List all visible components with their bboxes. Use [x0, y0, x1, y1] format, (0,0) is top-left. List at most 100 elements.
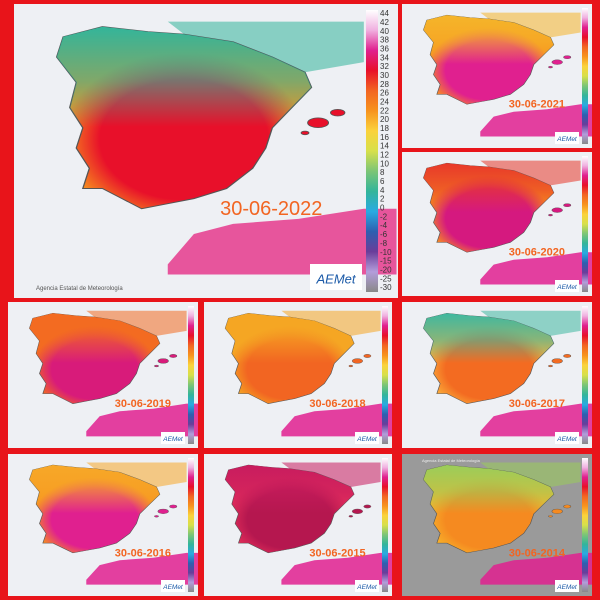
peninsula-north — [29, 313, 160, 404]
logo: AEMet — [356, 584, 378, 591]
map-panel: AEMet 30-06-2015 — [204, 454, 392, 596]
logo-box — [355, 580, 379, 592]
peninsula-north — [225, 464, 355, 553]
color-scale — [582, 156, 588, 292]
logo-box — [555, 580, 579, 592]
peninsula-north — [29, 464, 160, 553]
scale-label: 8 — [380, 168, 385, 177]
scale-label: 2 — [380, 195, 385, 204]
island — [548, 515, 553, 518]
scale-label: 12 — [380, 151, 389, 160]
peninsula-north — [225, 313, 355, 404]
scale-label: -2 — [380, 212, 388, 221]
island — [330, 108, 346, 117]
island — [563, 504, 572, 509]
island — [548, 214, 553, 217]
island — [157, 508, 169, 514]
africa — [167, 208, 397, 275]
island — [551, 358, 563, 364]
scale-label: -10 — [380, 248, 392, 257]
logo-box — [555, 432, 579, 444]
map-panel: AEMet 30-06-2020 — [402, 152, 592, 296]
scale-label: -20 — [380, 265, 392, 274]
color-scale — [188, 306, 194, 444]
island — [307, 117, 330, 129]
france — [281, 310, 381, 336]
color-scale — [382, 306, 388, 444]
scale-label: 40 — [380, 27, 389, 36]
scale-label: 16 — [380, 133, 389, 142]
france — [167, 21, 364, 73]
france — [86, 462, 187, 487]
map: AEMet 30-06-2020 — [402, 152, 592, 296]
map: AEMet 30-06-2019 — [8, 302, 198, 448]
map-area — [224, 462, 392, 585]
map-panel: AEMet 30-06-2019 — [8, 302, 198, 448]
map: Agencia Estatal de Meteorología AEMet 30-0… — [402, 454, 592, 596]
island — [154, 364, 159, 368]
scale-label: 32 — [380, 62, 389, 71]
peninsula-north — [423, 15, 554, 105]
peninsula-north — [423, 313, 554, 404]
island — [169, 354, 178, 358]
color-scale — [188, 458, 194, 592]
island — [348, 364, 354, 368]
island — [363, 354, 372, 358]
scale-label: 6 — [380, 177, 385, 186]
color-scale — [582, 8, 588, 144]
map: 4442403836343230282624222018161412108642… — [14, 4, 398, 298]
scale-label: 10 — [380, 159, 389, 168]
france — [480, 160, 581, 186]
france — [281, 462, 381, 487]
france — [480, 12, 581, 38]
date-label: 30-06-2021 — [509, 99, 565, 111]
logo: AEMet — [162, 436, 184, 443]
map-area — [423, 310, 592, 437]
color-scale — [366, 10, 378, 292]
date-label: 30-06-2018 — [309, 398, 365, 410]
scale-label: 38 — [380, 36, 389, 45]
island — [563, 55, 572, 60]
logo: AEMet — [556, 436, 578, 443]
scale-label: 20 — [380, 115, 389, 124]
scale-label: -8 — [380, 239, 388, 248]
date-label: 30-06-2017 — [509, 398, 565, 410]
map: AEMet 30-06-2017 — [402, 302, 592, 448]
logo: AEMet — [556, 136, 578, 143]
color-scale — [582, 306, 588, 444]
scale-label: -15 — [380, 257, 392, 266]
map-panel: AEMet 30-06-2021 — [402, 4, 592, 148]
scale-label: 18 — [380, 124, 389, 133]
island — [157, 358, 169, 364]
island — [363, 504, 372, 509]
scale-label: 26 — [380, 89, 389, 98]
island — [551, 207, 563, 213]
color-scale — [382, 458, 388, 592]
scale-label: 42 — [380, 18, 389, 27]
date-label: 30-06-2016 — [115, 547, 171, 559]
logo-box — [161, 580, 185, 592]
map-area — [423, 462, 592, 585]
logo-box — [355, 432, 379, 444]
africa — [281, 403, 392, 437]
france — [480, 462, 581, 487]
map-area — [423, 12, 592, 137]
island — [551, 508, 563, 514]
logo: AEMet — [556, 584, 578, 591]
logo: AEMet — [556, 284, 578, 291]
map: AEMet 30-06-2015 — [204, 454, 392, 596]
map-panel: AEMet 30-06-2018 — [204, 302, 392, 448]
scale-label: -30 — [380, 283, 392, 292]
map: AEMet 30-06-2016 — [8, 454, 198, 596]
map: AEMet 30-06-2021 — [402, 4, 592, 148]
africa — [480, 104, 592, 137]
africa — [86, 552, 198, 585]
africa — [480, 252, 592, 285]
scale-label: 30 — [380, 71, 389, 80]
date-label: 30-06-2019 — [115, 398, 171, 410]
map-panel: 44 42 40 38 36 34 32 30 28 26 24 22 20 18 16 14 12 10 8 6 4 2… — [14, 4, 398, 298]
peninsula-north — [423, 464, 554, 553]
africa — [480, 403, 592, 437]
map-panel: Agencia Estatal de Meteorología AEMet 30-0… — [402, 454, 592, 596]
